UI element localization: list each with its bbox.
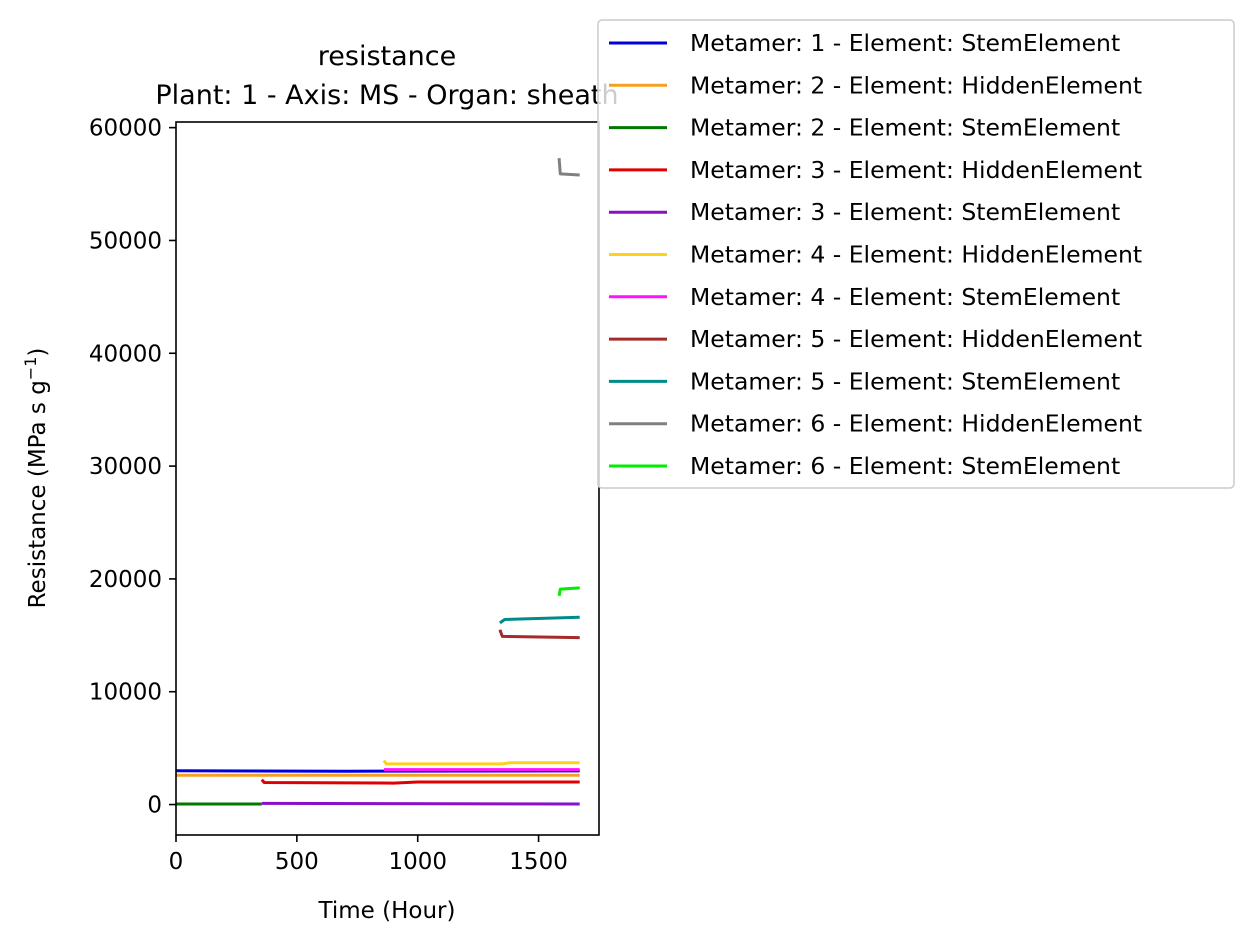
legend-label-9: Metamer: 5 - Element: StemElement bbox=[690, 367, 1120, 395]
y-axis: 0 10000 20000 30000 40000 50000 60000 bbox=[89, 116, 176, 819]
y-tick-label: 0 bbox=[147, 793, 162, 819]
y-axis-label-close: ) bbox=[25, 348, 51, 357]
legend-frame bbox=[597, 19, 1235, 489]
legend-label-2: Metamer: 2 - Element: HiddenElement bbox=[690, 71, 1142, 99]
y-axis-label-exponent: −1 bbox=[21, 357, 40, 381]
series-line-5 bbox=[261, 801, 580, 806]
y-tick-label: 60000 bbox=[89, 116, 162, 142]
legend-label-3: Metamer: 2 - Element: StemElement bbox=[690, 114, 1120, 142]
series-line-9 bbox=[499, 615, 580, 625]
legend-label-8: Metamer: 5 - Element: HiddenElement bbox=[690, 325, 1142, 353]
y-tick-label: 30000 bbox=[89, 454, 162, 480]
series-line-4 bbox=[260, 778, 580, 785]
y-axis-label: Resistance (MPa s g−1) bbox=[21, 348, 51, 609]
x-tick-label: 1500 bbox=[509, 849, 568, 875]
legend-label-6: Metamer: 4 - Element: HiddenElement bbox=[690, 241, 1142, 269]
series-layer bbox=[175, 157, 580, 806]
x-tick-label: 1000 bbox=[388, 849, 447, 875]
x-tick-label: 0 bbox=[169, 849, 184, 875]
series-line-10 bbox=[557, 157, 580, 177]
legend-label-1: Metamer: 1 - Element: StemElement bbox=[690, 29, 1120, 57]
x-tick-label: 500 bbox=[275, 849, 319, 875]
legend-label-4: Metamer: 3 - Element: HiddenElement bbox=[690, 156, 1142, 184]
legend-label-5: Metamer: 3 - Element: StemElement bbox=[690, 198, 1120, 226]
legend-label-11: Metamer: 6 - Element: StemElement bbox=[690, 452, 1120, 480]
chart-subtitle: Plant: 1 - Axis: MS - Organ: sheath bbox=[155, 80, 618, 111]
y-tick-label: 40000 bbox=[89, 341, 162, 367]
series-line-11 bbox=[557, 586, 580, 597]
y-axis-label-main: Resistance (MPa s g bbox=[25, 380, 51, 608]
legend-label-10: Metamer: 6 - Element: HiddenElement bbox=[690, 410, 1142, 438]
series-line-6 bbox=[382, 759, 580, 766]
legend-label-7: Metamer: 4 - Element: StemElement bbox=[690, 283, 1120, 311]
legend: Metamer: 1 - Element: StemElement Metamer… bbox=[597, 19, 1235, 489]
chart-title: resistance bbox=[318, 41, 456, 72]
series-line-8 bbox=[498, 629, 580, 640]
x-axis-label: Time (Hour) bbox=[318, 898, 456, 924]
y-tick-label: 10000 bbox=[89, 680, 162, 706]
plot-frame bbox=[175, 121, 600, 836]
y-tick-label: 20000 bbox=[89, 567, 162, 593]
y-tick-label: 50000 bbox=[89, 228, 162, 254]
x-axis: 0 500 1000 1500 bbox=[169, 835, 568, 875]
